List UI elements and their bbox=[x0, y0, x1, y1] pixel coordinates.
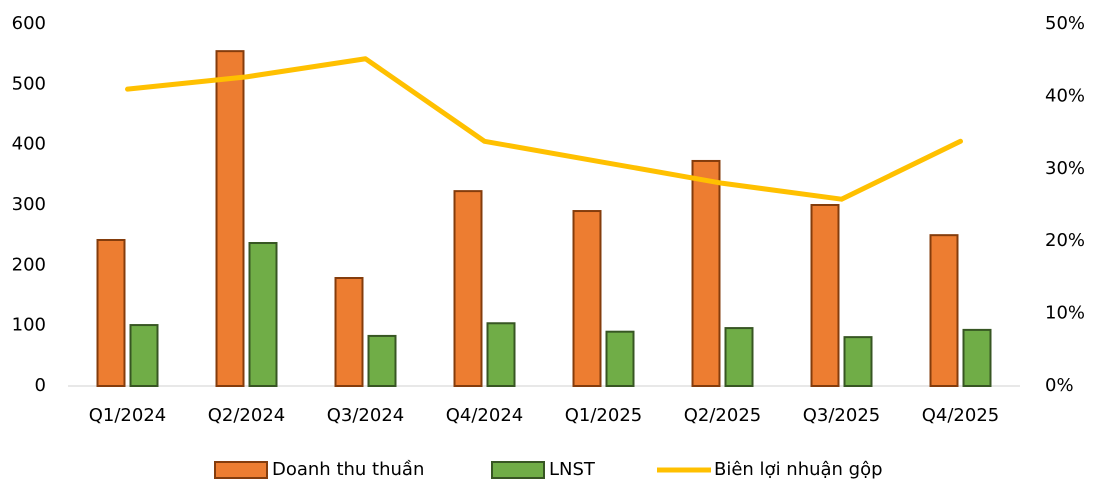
legend-swatch bbox=[491, 461, 545, 479]
bar bbox=[691, 159, 721, 387]
legend-label: Biên lợi nhuận gộp bbox=[714, 459, 883, 480]
legend-label: LNST bbox=[549, 459, 596, 480]
bar bbox=[334, 277, 364, 387]
y-tick-label: 300 bbox=[12, 194, 46, 215]
x-tick-label: Q3/2025 bbox=[803, 405, 881, 426]
bar bbox=[572, 210, 602, 387]
x-tick-label: Q2/2025 bbox=[684, 405, 762, 426]
bar bbox=[843, 336, 873, 388]
bar bbox=[367, 334, 397, 388]
y2-tick-label: 0% bbox=[1045, 375, 1074, 396]
bar bbox=[486, 322, 516, 387]
bar bbox=[96, 238, 126, 387]
legend-label: Doanh thu thuần bbox=[272, 459, 424, 480]
y-tick-label: 400 bbox=[12, 134, 46, 155]
y2-tick-label: 30% bbox=[1045, 158, 1085, 179]
y-tick-label: 600 bbox=[12, 13, 46, 34]
y-tick-label: 500 bbox=[12, 73, 46, 94]
y2-tick-label: 10% bbox=[1045, 303, 1085, 324]
x-tick-label: Q3/2024 bbox=[327, 405, 405, 426]
y2-tick-label: 20% bbox=[1045, 230, 1085, 251]
y-tick-label: 100 bbox=[12, 315, 46, 336]
bar bbox=[724, 327, 754, 387]
bar bbox=[929, 234, 959, 387]
bar bbox=[962, 328, 992, 388]
x-tick-label: Q4/2024 bbox=[446, 405, 524, 426]
x-tick-label: Q1/2025 bbox=[565, 405, 643, 426]
bar bbox=[453, 190, 483, 387]
bar bbox=[215, 50, 245, 388]
x-tick-label: Q1/2024 bbox=[89, 405, 167, 426]
legend-swatch bbox=[214, 461, 268, 479]
bar bbox=[810, 204, 840, 387]
x-tick-label: Q2/2024 bbox=[208, 405, 286, 426]
y-tick-label: 200 bbox=[12, 254, 46, 275]
x-tick-label: Q4/2025 bbox=[922, 405, 1000, 426]
y-tick-label: 0 bbox=[35, 375, 46, 396]
y2-tick-label: 40% bbox=[1045, 85, 1085, 106]
bar bbox=[605, 330, 635, 388]
line bbox=[125, 56, 963, 202]
y2-tick-label: 50% bbox=[1045, 13, 1085, 34]
bar bbox=[129, 324, 159, 387]
bar bbox=[248, 242, 278, 387]
